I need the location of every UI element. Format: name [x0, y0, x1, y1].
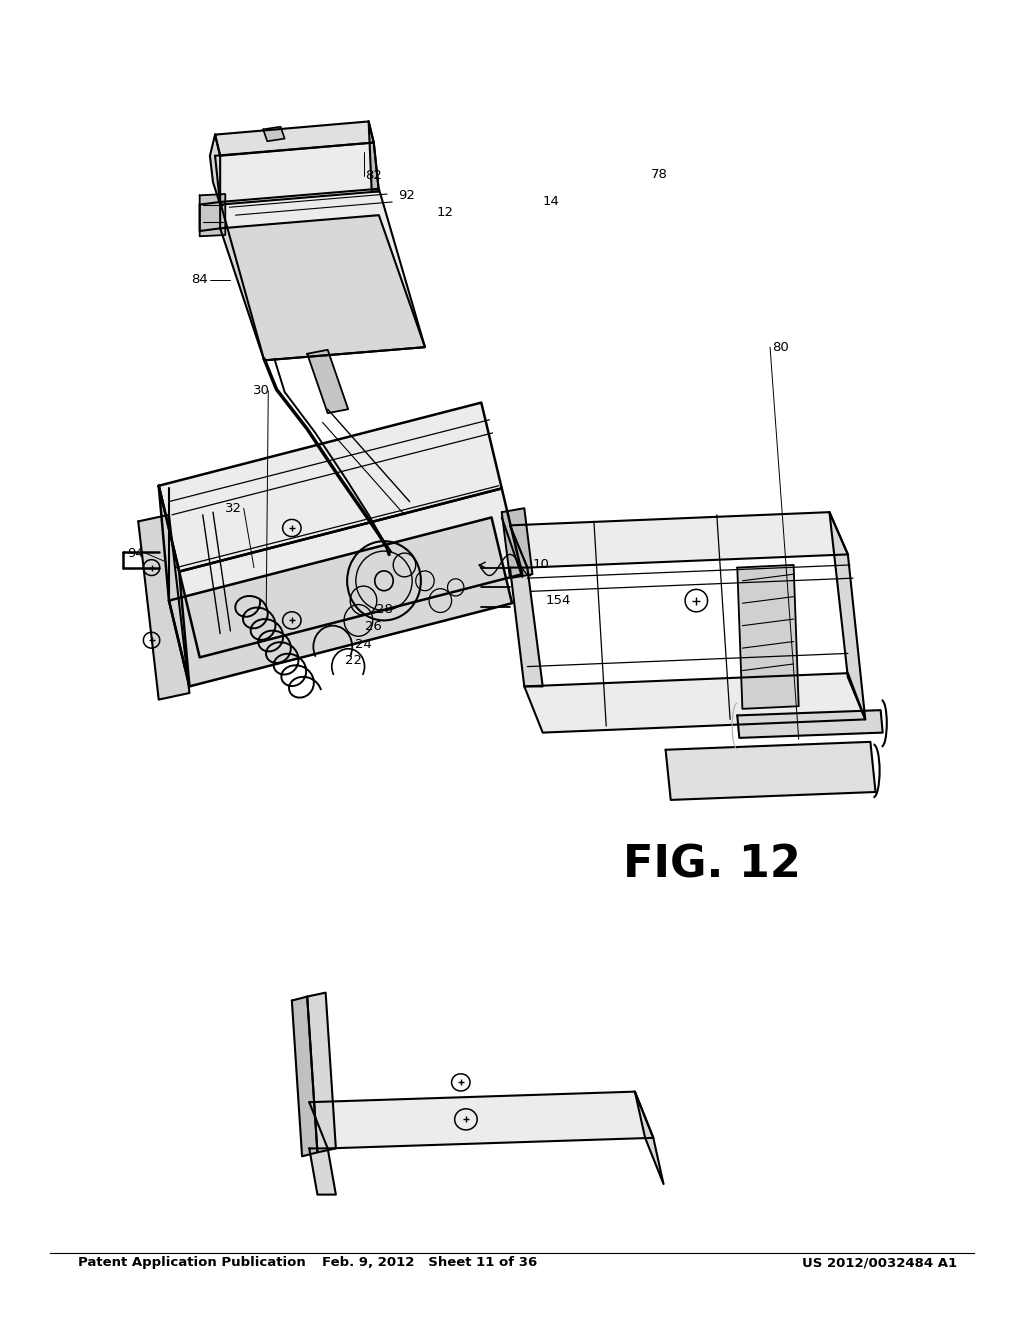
- Polygon shape: [138, 515, 189, 700]
- Text: 82: 82: [366, 169, 382, 182]
- Text: FIG. 12: FIG. 12: [623, 843, 801, 886]
- Polygon shape: [159, 403, 502, 572]
- Text: 28: 28: [376, 603, 392, 616]
- Polygon shape: [220, 189, 425, 360]
- Text: 84: 84: [191, 273, 208, 286]
- Text: 92: 92: [398, 189, 415, 202]
- Text: 22: 22: [345, 653, 361, 667]
- Polygon shape: [292, 997, 317, 1156]
- Text: 24: 24: [355, 638, 372, 651]
- Polygon shape: [524, 673, 865, 733]
- Polygon shape: [210, 135, 220, 205]
- Polygon shape: [510, 568, 543, 686]
- Text: 32: 32: [225, 502, 242, 515]
- Text: 26: 26: [366, 620, 382, 634]
- Text: Feb. 9, 2012   Sheet 11 of 36: Feb. 9, 2012 Sheet 11 of 36: [323, 1257, 538, 1269]
- Text: 14: 14: [543, 195, 559, 209]
- Text: 12: 12: [437, 206, 454, 219]
- Polygon shape: [200, 194, 225, 236]
- Polygon shape: [737, 710, 883, 738]
- Polygon shape: [309, 1148, 336, 1195]
- Polygon shape: [666, 742, 876, 800]
- Polygon shape: [200, 202, 220, 231]
- Polygon shape: [159, 486, 189, 686]
- Polygon shape: [307, 993, 336, 1152]
- Text: 94: 94: [127, 546, 143, 560]
- Polygon shape: [737, 565, 799, 709]
- Polygon shape: [215, 121, 374, 156]
- Polygon shape: [829, 512, 865, 719]
- Text: 154: 154: [546, 594, 570, 607]
- Polygon shape: [309, 1092, 653, 1148]
- Text: 80: 80: [772, 341, 788, 354]
- Polygon shape: [179, 488, 522, 657]
- Text: 30: 30: [253, 384, 269, 397]
- Polygon shape: [263, 127, 285, 141]
- Polygon shape: [220, 215, 425, 360]
- Polygon shape: [369, 121, 379, 191]
- Text: Patent Application Publication: Patent Application Publication: [78, 1257, 306, 1269]
- Polygon shape: [307, 350, 348, 413]
- Polygon shape: [635, 1092, 664, 1184]
- Text: US 2012/0032484 A1: US 2012/0032484 A1: [803, 1257, 957, 1269]
- Polygon shape: [502, 508, 532, 578]
- Polygon shape: [510, 512, 848, 568]
- Text: 10: 10: [532, 558, 549, 572]
- Polygon shape: [169, 517, 512, 686]
- Polygon shape: [215, 143, 379, 205]
- Text: 78: 78: [651, 168, 668, 181]
